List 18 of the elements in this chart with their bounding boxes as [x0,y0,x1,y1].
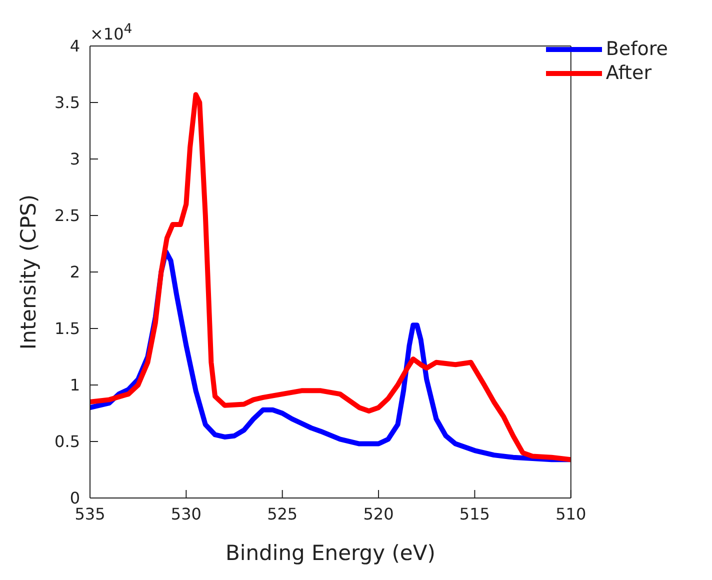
legend-label: Before [606,38,668,60]
x-tick-label: 515 [459,504,490,524]
y-tick-label: 1 [70,376,80,395]
y-tick-label: 2.5 [54,206,80,226]
x-axis-title: Binding Energy (eV) [225,541,436,565]
legend-label: After [606,62,652,84]
y-tick-label: 3 [70,150,80,169]
x-tick-label: 530 [170,504,202,524]
y-tick-label: 4 [70,36,80,56]
x-tick-label: 520 [363,504,394,524]
y-tick-label: 2 [70,262,80,282]
y-tick-label: 1.5 [54,319,80,338]
y-axis-title: Intensity (CPS) [16,194,40,350]
y-tick-label: 0.5 [54,432,80,452]
text: ×10$^{4}$ [90,22,132,44]
x-tick-label: 510 [556,504,586,524]
x-tick-label: 525 [267,504,298,524]
y-tick-label: 3.5 [54,93,80,112]
